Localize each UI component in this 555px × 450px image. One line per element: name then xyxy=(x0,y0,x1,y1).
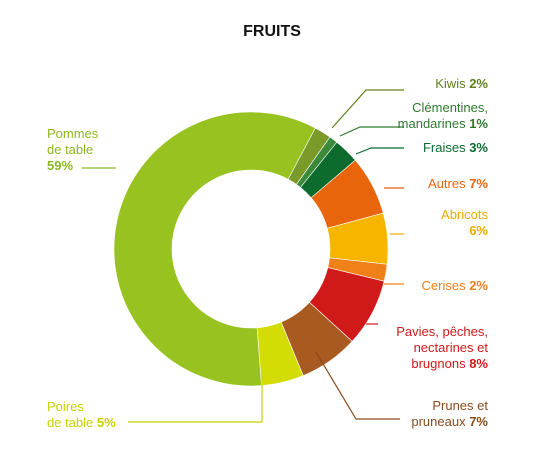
leader-lines xyxy=(82,89,404,423)
donut-slices xyxy=(113,111,389,387)
label-prunes-et-pruneaux: Prunes et pruneaux 7% xyxy=(411,398,488,429)
pct-kiwis: 2% xyxy=(466,76,489,91)
label-pommes-de-table: Pommes de table 59% xyxy=(47,126,99,173)
leader-line-poires-de-table xyxy=(128,376,263,423)
pct-clementines-mandarines: 1% xyxy=(466,116,489,131)
pct-abricots: 6% xyxy=(469,223,488,238)
label-fraises: Fraises 3% xyxy=(423,140,488,155)
slice-labels: Kiwis 2% Clémentines, mandarines 1% Fraises… xyxy=(47,76,488,430)
chart-title: FRUITS xyxy=(243,23,301,40)
leader-line-prunes-et-pruneaux xyxy=(315,351,400,420)
label-pavies-peches-nectarines-et-brugnons: Pavies, pêches, nectarines et brugnons 8% xyxy=(396,324,488,371)
label-poires-de-table: Poires de table 5% xyxy=(47,399,116,430)
leader-line-kiwis xyxy=(331,89,404,129)
label-cerises: Cerises 2% xyxy=(422,278,489,293)
pct-autres: 7% xyxy=(466,176,489,191)
pct-cerises: 2% xyxy=(466,278,489,293)
leader-line-clementines-mandarines xyxy=(339,126,404,137)
pct-fraises: 3% xyxy=(466,140,489,155)
leader-line-fraises xyxy=(355,147,404,155)
slice-pommes-de-table xyxy=(113,111,316,387)
label-clementines-mandarines: Clémentines, mandarines 1% xyxy=(398,100,489,131)
pct-poires-de-table: 5% xyxy=(93,415,116,430)
label-abricots: Abricots 6% xyxy=(441,207,488,238)
pct-pavies-peches-nectarines-et-brugnons: 8% xyxy=(466,356,489,371)
label-autres: Autres 7% xyxy=(428,176,488,191)
pct-pommes-de-table: 59% xyxy=(47,158,73,173)
label-kiwis: Kiwis 2% xyxy=(435,76,488,91)
pct-prunes-et-pruneaux: 7% xyxy=(466,414,489,429)
